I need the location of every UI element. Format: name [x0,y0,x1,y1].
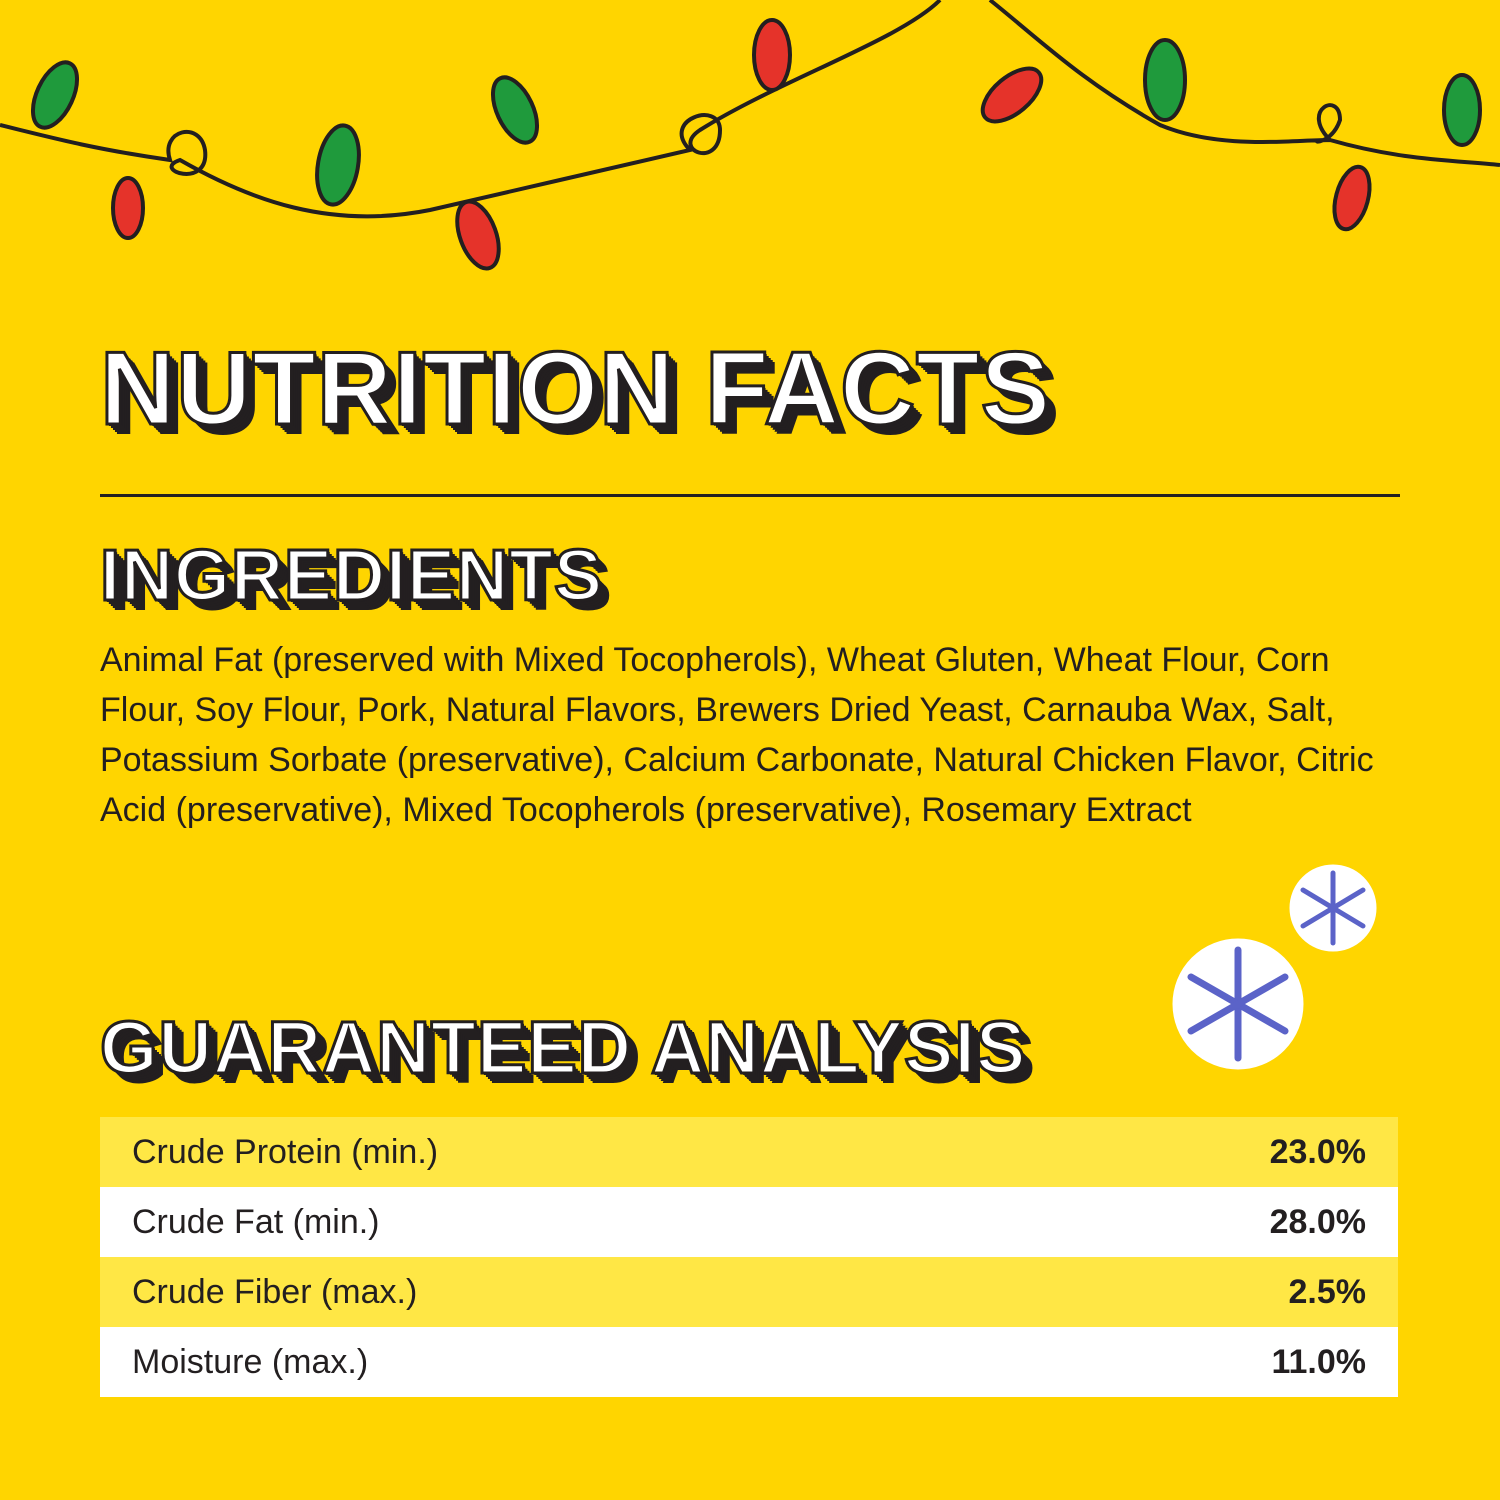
divider [100,494,1400,497]
label: Crude Fat (min.) [132,1202,380,1241]
analysis-table: Crude Protein (min.) 23.0% Crude Fat (min.… [100,1117,1398,1397]
string-lights [0,0,1500,271]
value: 28.0% [1269,1202,1366,1241]
analysis-row: Crude Fiber (max.) 2.5% [100,1257,1398,1327]
label: Crude Fiber (max.) [132,1272,418,1311]
value: 2.5% [1288,1272,1367,1311]
label: Moisture (max.) [132,1342,369,1381]
value: 23.0% [1269,1132,1366,1171]
ingredients-text: Animal Fat (preserved with Mixed Tocophe… [100,641,1374,829]
section-heading: GUARANTEED ANALYSIS [98,1005,1027,1091]
analysis-row: Crude Fat (min.) 28.0% [100,1187,1398,1257]
title: NUTRITION FACTS [99,330,1052,449]
value: 11.0% [1271,1342,1366,1381]
analysis-row: Moisture (max.) 11.0% [100,1327,1398,1397]
section-heading: INGREDIENTS [98,535,604,618]
label: Crude Protein (min.) [132,1132,439,1171]
analysis-row: Crude Protein (min.) 23.0% [100,1117,1398,1187]
